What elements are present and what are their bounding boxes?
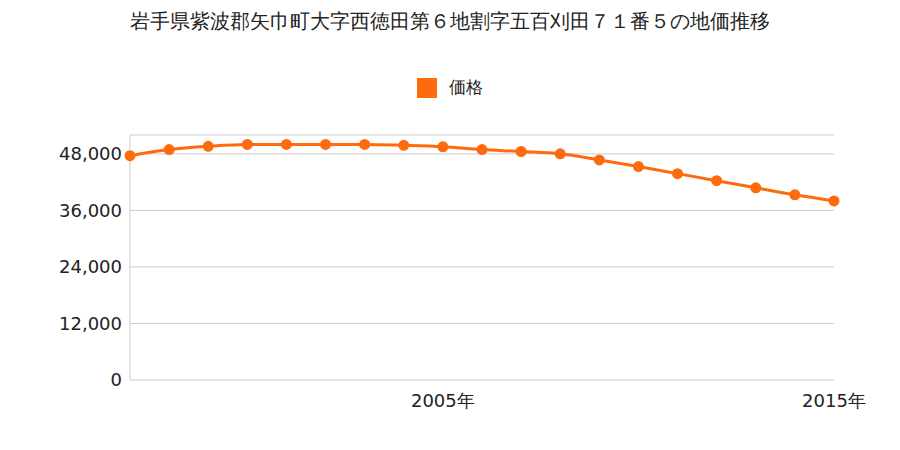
svg-text:48,000: 48,000 (59, 143, 122, 164)
svg-text:36,000: 36,000 (59, 200, 122, 221)
svg-text:24,000: 24,000 (59, 256, 122, 277)
html-text:岩手県紫波郡矢巾町大字西徳田第６地割字五百刈田７１番５の地価: 岩手県紫波郡矢巾町大字西徳田第６地割字五百刈田７１番５の地価推移 (130, 9, 770, 33)
svg-text:2015年: 2015年 (802, 390, 866, 411)
svg-text:0: 0 (111, 369, 122, 390)
html-text:価格: 価格 (449, 77, 483, 97)
svg-text:12,000: 12,000 (59, 313, 122, 334)
svg-text:2005年: 2005年 (411, 390, 475, 411)
